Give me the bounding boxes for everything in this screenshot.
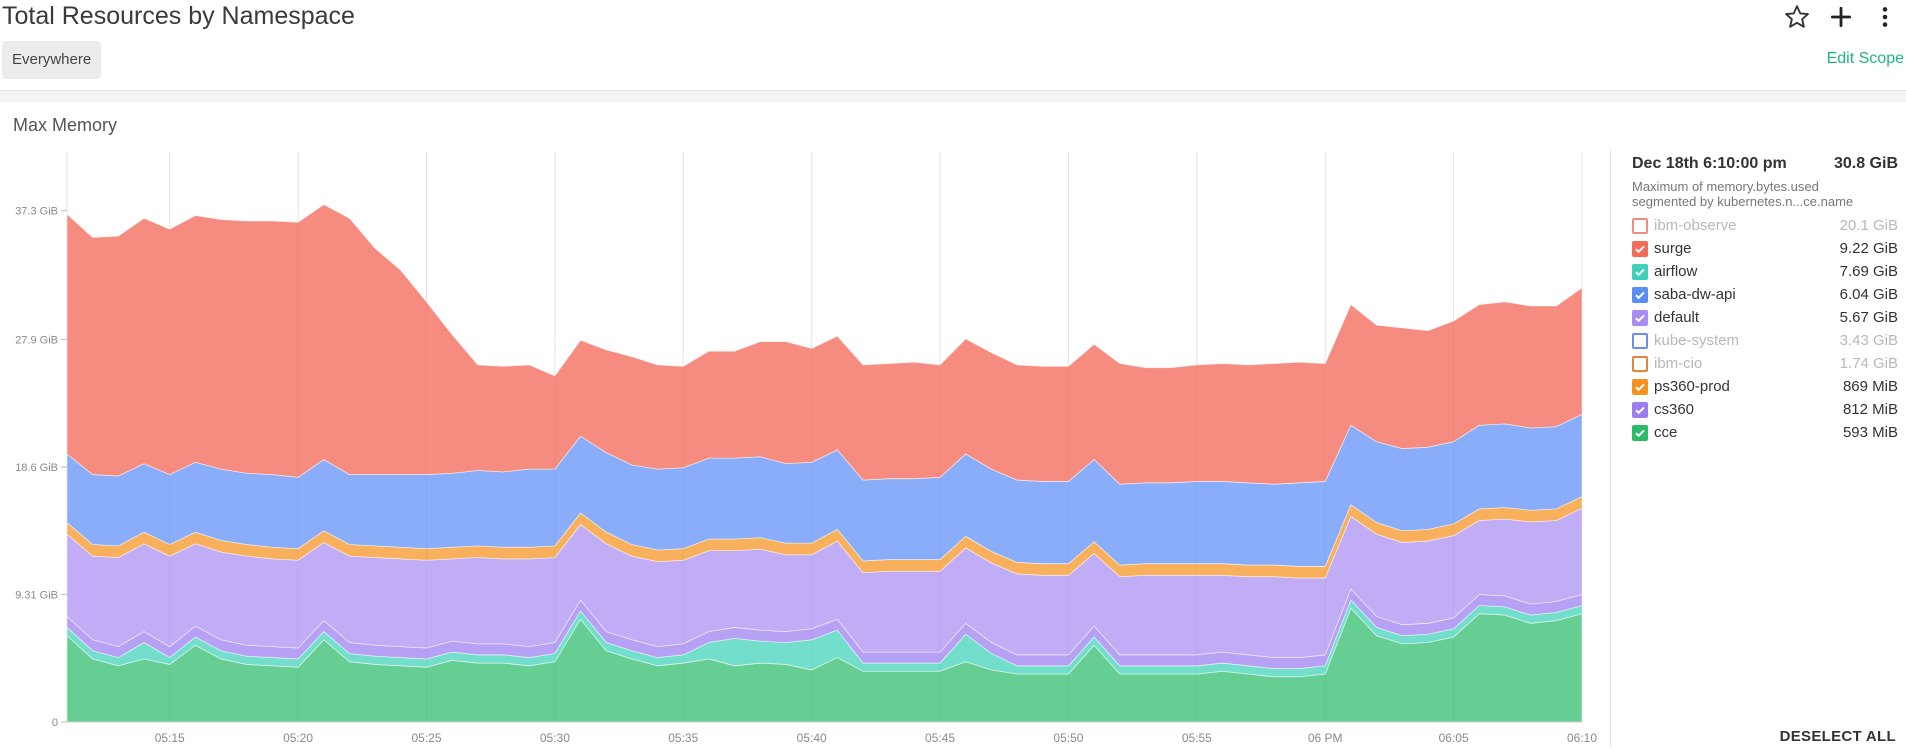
legend-item-name: airflow	[1654, 263, 1698, 280]
y-tick-label: 37.3 GiB	[15, 206, 58, 218]
legend-item-airflow[interactable]: airflow 7.69 GiB	[1632, 260, 1898, 283]
legend-item-value: 812 MiB	[1842, 401, 1898, 418]
legend-item-value: 3.43 GiB	[1839, 332, 1898, 349]
max-memory-chart[interactable]: 0 9.31 GiB 18.6 GiB 27.9 GiB 37.3 GiB 05:15 05…	[0, 150, 1610, 747]
checkbox-checked-icon[interactable]	[1632, 378, 1648, 395]
deselect-all-button[interactable]: DESELECT ALL	[1779, 728, 1896, 745]
legend-item-cs360[interactable]: cs360 812 MiB	[1632, 398, 1898, 421]
x-tick-label: 05:40	[797, 731, 827, 745]
checkbox-checked-icon[interactable]	[1632, 263, 1648, 280]
legend-item-value: 5.67 GiB	[1839, 309, 1898, 326]
favorite-button[interactable]	[1782, 2, 1812, 32]
legend-item-name: kube-system	[1654, 332, 1740, 349]
chart-area: 0 9.31 GiB 18.6 GiB 27.9 GiB 37.3 GiB 05:15 05…	[0, 150, 1610, 747]
legend-panel: Dec 18th 6:10:00 pm 30.8 GiB Maximum of …	[1610, 150, 1906, 747]
scope-badge[interactable]: Everywhere	[2, 41, 102, 79]
more-vertical-icon	[1882, 7, 1888, 27]
header-actions	[1782, 2, 1900, 32]
x-tick-label: 05:35	[668, 731, 698, 745]
checkbox-checked-icon[interactable]	[1632, 240, 1648, 257]
legend-item-name: default	[1654, 309, 1700, 326]
legend-item-ibm-observe[interactable]: ibm-observe 20.1 GiB	[1632, 214, 1898, 237]
page-title: Total Resources by Namespace	[2, 2, 355, 30]
legend-list: ibm-observe 20.1 GiB surge 9.22 GiB airflow 7…	[1632, 214, 1898, 444]
legend-item-cce[interactable]: cce 593 MiB	[1632, 421, 1898, 444]
legend-item-name: ps360-prod	[1654, 378, 1730, 395]
legend-total: 30.8 GiB	[1833, 155, 1898, 172]
legend-item-value: 593 MiB	[1842, 424, 1898, 441]
divider	[0, 90, 1906, 102]
plus-icon	[1830, 6, 1852, 28]
x-tick-label: 05:45	[925, 731, 955, 745]
y-tick-label: 27.9 GiB	[15, 335, 58, 347]
legend-subtitle-line: segmented by kubernetes.n...ce.name	[1632, 194, 1854, 209]
checkbox-empty-icon[interactable]	[1632, 332, 1648, 349]
y-tick-label: 0	[52, 717, 58, 729]
y-tick-label: 9.31 GiB	[15, 589, 58, 601]
legend-item-surge[interactable]: surge 9.22 GiB	[1632, 237, 1898, 260]
x-tick-label: 05:30	[540, 731, 570, 745]
legend-subtitle-line: Maximum of memory.bytes.used	[1632, 179, 1819, 194]
legend-item-name: saba-dw-api	[1654, 286, 1736, 303]
legend-header: Dec 18th 6:10:00 pm 30.8 GiB	[1632, 155, 1898, 173]
series-area-surge[interactable]	[66, 204, 1583, 485]
legend-item-ibm-cio[interactable]: ibm-cio 1.74 GiB	[1632, 352, 1898, 375]
legend-item-value: 7.69 GiB	[1839, 263, 1898, 280]
legend-item-name: ibm-cio	[1654, 355, 1703, 372]
legend-item-name: cce	[1654, 424, 1678, 441]
star-icon	[1785, 5, 1809, 28]
add-button[interactable]	[1826, 2, 1856, 32]
y-tick-label: 18.6 GiB	[15, 462, 58, 474]
edit-scope-link[interactable]: Edit Scope	[1826, 50, 1904, 67]
checkbox-checked-icon[interactable]	[1632, 309, 1648, 326]
legend-item-value: 869 MiB	[1842, 378, 1898, 395]
x-tick-label: 06:05	[1439, 731, 1469, 745]
legend-item-value: 1.74 GiB	[1839, 355, 1898, 372]
panel-title: Max Memory	[13, 115, 118, 135]
checkbox-empty-icon[interactable]	[1632, 355, 1648, 372]
legend-item-value: 6.04 GiB	[1839, 286, 1898, 303]
checkbox-empty-icon[interactable]	[1632, 217, 1648, 234]
legend-item-name: cs360	[1654, 401, 1695, 418]
x-tick-label: 05:50	[1053, 731, 1083, 745]
legend-item-default[interactable]: default 5.67 GiB	[1632, 306, 1898, 329]
legend-timestamp: Dec 18th 6:10:00 pm	[1632, 155, 1787, 172]
x-tick-label: 05:15	[155, 731, 185, 745]
legend-item-saba-dw-api[interactable]: saba-dw-api 6.04 GiB	[1632, 283, 1898, 306]
x-tick-label: 05:20	[283, 731, 313, 745]
x-tick-label: 05:55	[1182, 731, 1212, 745]
checkbox-checked-icon[interactable]	[1632, 424, 1648, 441]
x-tick-label: 05:25	[411, 731, 441, 745]
dashboard-header: Total Resources by Namespace Everywhere …	[0, 0, 1906, 92]
x-tick-label: 06:10	[1567, 731, 1597, 745]
legend-item-name: ibm-observe	[1654, 217, 1737, 234]
x-tick-label: 06 PM	[1308, 731, 1343, 745]
legend-item-ps360-prod[interactable]: ps360-prod 869 MiB	[1632, 375, 1898, 398]
legend-item-value: 9.22 GiB	[1839, 240, 1898, 257]
checkbox-checked-icon[interactable]	[1632, 401, 1648, 418]
legend-item-name: surge	[1654, 240, 1692, 257]
more-options-button[interactable]	[1870, 2, 1900, 32]
legend-item-value: 20.1 GiB	[1839, 217, 1898, 234]
legend-subtitle: Maximum of memory.bytes.used segmented b…	[1632, 179, 1898, 209]
checkbox-checked-icon[interactable]	[1632, 286, 1648, 303]
legend-item-kube-system[interactable]: kube-system 3.43 GiB	[1632, 329, 1898, 352]
